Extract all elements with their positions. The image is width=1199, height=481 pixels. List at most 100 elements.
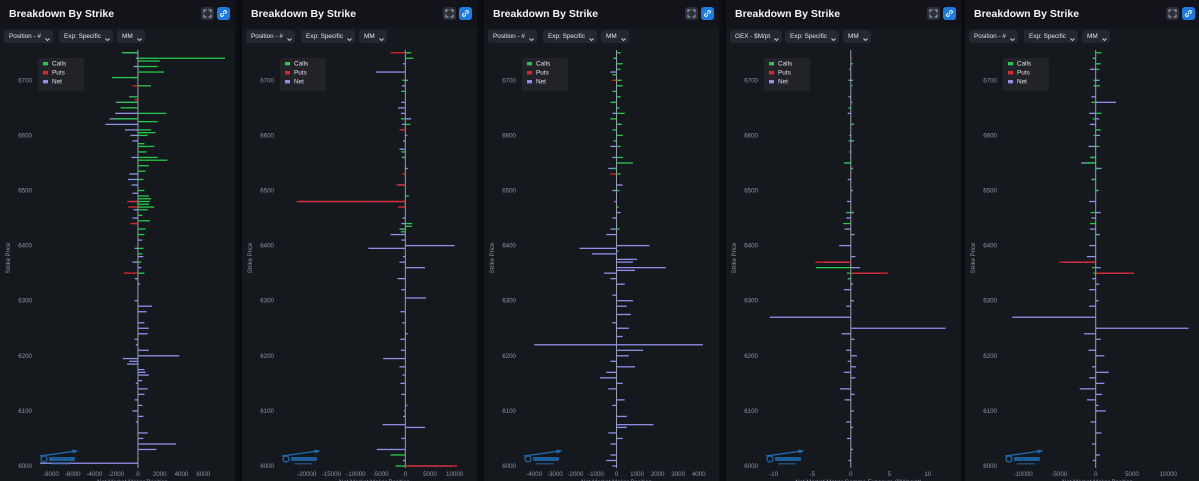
net-bar[interactable] (1012, 316, 1096, 318)
net-bar[interactable] (137, 388, 148, 390)
net-bar[interactable] (850, 283, 854, 285)
net-bar[interactable] (1089, 228, 1096, 230)
calls-bar[interactable] (616, 228, 620, 230)
net-bar[interactable] (134, 399, 138, 401)
net-bar[interactable] (129, 173, 138, 175)
link-icon[interactable] (459, 7, 472, 20)
net-bar[interactable] (405, 426, 426, 429)
calls-bar[interactable] (616, 96, 621, 98)
puts-bar[interactable] (132, 85, 138, 87)
calls-bar[interactable] (616, 173, 621, 175)
calls-bar[interactable] (137, 247, 144, 250)
net-bar[interactable] (1089, 112, 1096, 115)
net-bar[interactable] (405, 118, 412, 120)
net-bar[interactable] (579, 247, 617, 250)
net-bar[interactable] (534, 344, 617, 346)
calls-bar[interactable] (613, 57, 617, 59)
calls-bar[interactable] (137, 156, 158, 159)
calls-bar[interactable] (1093, 272, 1096, 274)
net-bar[interactable] (399, 261, 406, 263)
net-bar[interactable] (612, 156, 617, 159)
net-bar[interactable] (133, 65, 138, 68)
calls-bar[interactable] (129, 96, 138, 98)
calls-bar[interactable] (137, 261, 142, 263)
net-bar[interactable] (1095, 283, 1100, 285)
net-bar[interactable] (368, 247, 406, 250)
net-bar[interactable] (841, 333, 851, 335)
net-bar[interactable] (137, 368, 145, 371)
calls-bar[interactable] (848, 278, 851, 280)
expiration-select[interactable]: Exp: Specific (59, 30, 113, 43)
net-bar[interactable] (843, 371, 851, 373)
net-bar[interactable] (616, 366, 636, 368)
net-bar[interactable] (131, 184, 138, 186)
net-bar[interactable] (133, 209, 138, 211)
calls-bar[interactable] (610, 101, 617, 103)
participant-select[interactable]: MM (1082, 30, 1110, 43)
net-bar[interactable] (1086, 255, 1096, 258)
calls-bar[interactable] (137, 272, 145, 274)
calls-bar[interactable] (1093, 134, 1096, 137)
net-bar[interactable] (1095, 233, 1101, 236)
participant-select[interactable]: MM (117, 30, 145, 43)
net-bar[interactable] (401, 101, 406, 103)
net-bar[interactable] (1091, 96, 1096, 98)
net-bar[interactable] (1095, 167, 1102, 170)
calls-bar[interactable] (402, 156, 406, 159)
net-bar[interactable] (844, 399, 851, 401)
net-bar[interactable] (135, 344, 138, 346)
net-bar[interactable] (616, 211, 621, 214)
link-icon[interactable] (943, 7, 956, 20)
expiration-select[interactable]: Exp: Specific (301, 30, 355, 43)
net-bar[interactable] (616, 244, 650, 247)
net-bar[interactable] (1095, 432, 1102, 434)
net-bar[interactable] (402, 217, 406, 219)
net-bar[interactable] (405, 167, 408, 170)
calls-bar[interactable] (118, 101, 138, 103)
puts-bar[interactable] (402, 173, 406, 175)
calls-bar[interactable] (401, 90, 406, 92)
net-bar[interactable] (1095, 266, 1101, 269)
net-bar[interactable] (616, 335, 623, 338)
net-bar[interactable] (612, 217, 617, 219)
net-bar[interactable] (401, 85, 406, 87)
net-bar[interactable] (1093, 85, 1096, 87)
net-bar[interactable] (846, 305, 851, 307)
calls-bar[interactable] (612, 74, 617, 76)
net-bar[interactable] (850, 211, 854, 214)
net-bar[interactable] (1095, 300, 1099, 302)
net-bar[interactable] (1084, 333, 1096, 335)
net-bar[interactable] (397, 278, 406, 280)
net-bar[interactable] (137, 432, 148, 434)
net-bar[interactable] (399, 148, 406, 150)
expand-icon[interactable] (1166, 7, 1179, 20)
calls-bar[interactable] (616, 107, 620, 109)
net-bar[interactable] (383, 357, 406, 360)
net-bar[interactable] (127, 363, 138, 365)
calls-bar[interactable] (612, 129, 617, 131)
net-bar[interactable] (1095, 118, 1100, 120)
puts-bar[interactable] (130, 222, 138, 225)
calls-bar[interactable] (137, 214, 143, 216)
net-bar[interactable] (137, 255, 144, 258)
net-bar[interactable] (610, 145, 617, 148)
net-bar[interactable] (850, 393, 855, 396)
calls-bar[interactable] (613, 140, 617, 142)
puts-bar[interactable] (390, 52, 406, 54)
net-bar[interactable] (135, 421, 138, 423)
calls-bar[interactable] (395, 465, 406, 467)
net-bar[interactable] (137, 311, 147, 313)
calls-bar[interactable] (616, 134, 623, 137)
net-bar[interactable] (616, 399, 625, 401)
calls-bar[interactable] (843, 222, 851, 225)
net-bar[interactable] (848, 96, 851, 98)
net-bar[interactable] (850, 57, 852, 59)
calls-bar[interactable] (1093, 79, 1096, 81)
expiration-select[interactable]: Exp: Specific (785, 30, 839, 43)
net-bar[interactable] (840, 388, 851, 390)
net-bar[interactable] (400, 112, 406, 115)
net-bar[interactable] (846, 437, 851, 440)
calls-bar[interactable] (1095, 63, 1101, 65)
net-bar[interactable] (616, 426, 627, 429)
expand-icon[interactable] (927, 7, 940, 20)
